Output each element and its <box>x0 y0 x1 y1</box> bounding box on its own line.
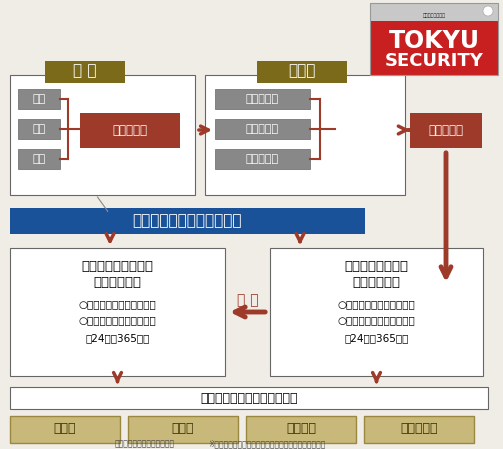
Text: 管理室: 管理室 <box>288 63 316 79</box>
Text: 防範: 防範 <box>32 154 46 164</box>
Bar <box>246 416 356 443</box>
Circle shape <box>483 6 493 16</box>
Bar <box>370 3 498 75</box>
Bar <box>257 61 347 83</box>
Text: 火災: 火災 <box>32 94 46 104</box>
Bar <box>370 3 498 21</box>
Text: 警察署: 警察署 <box>54 423 76 436</box>
Bar <box>45 61 125 83</box>
Text: 東急コミュニティー: 東急コミュニティー <box>81 260 153 273</box>
Bar <box>270 248 483 376</box>
Bar <box>80 113 180 148</box>
Bar <box>205 75 405 195</box>
Text: 必要に応じて各連絡先に連絡: 必要に応じて各連絡先に連絡 <box>200 392 298 405</box>
Bar <box>370 21 498 75</box>
Text: ※上記の緊急対応図は一部変更となる場合があります。: ※上記の緊急対応図は一部変更となる場合があります。 <box>208 440 325 449</box>
Text: （24時間365日）: （24時間365日） <box>345 333 408 343</box>
Bar <box>215 89 310 109</box>
Text: セキュリティシステム概念図: セキュリティシステム概念図 <box>115 440 175 449</box>
Bar <box>18 149 60 169</box>
Bar <box>18 119 60 139</box>
Text: 設備警報盤: 設備警報盤 <box>245 154 279 164</box>
Bar <box>128 416 238 443</box>
Text: 東急セキュリティ: 東急セキュリティ <box>345 260 408 273</box>
Bar <box>215 149 310 169</box>
Text: TOKYU: TOKYU <box>388 29 479 53</box>
Text: （24時間365日）: （24時間365日） <box>86 333 150 343</box>
Text: 連 絡: 連 絡 <box>237 293 259 307</box>
Text: ブランズ市が尾ヒルトップ: ブランズ市が尾ヒルトップ <box>133 214 242 229</box>
Text: 火災受信機: 火災受信機 <box>245 94 279 104</box>
Text: 非常: 非常 <box>32 124 46 134</box>
Text: SECURITY: SECURITY <box>385 52 483 70</box>
Bar <box>410 113 482 148</box>
Bar <box>215 119 310 139</box>
Text: 自動通報機: 自動通報機 <box>429 123 463 136</box>
Text: 住宅情報盤: 住宅情報盤 <box>113 123 147 136</box>
Text: （管理会社）: （管理会社） <box>94 276 141 289</box>
Text: ○共有部分：緊急一次対応: ○共有部分：緊急一次対応 <box>338 315 415 325</box>
Text: 紧急連絡先: 紧急連絡先 <box>400 423 438 436</box>
Bar <box>364 416 474 443</box>
Text: ○専有部分：緊急二次対応: ○専有部分：緊急二次対応 <box>78 299 156 309</box>
Text: ○専有部分：緊急一次対応: ○専有部分：緊急一次対応 <box>338 299 415 309</box>
Bar <box>10 416 120 443</box>
Text: 管理室親機: 管理室親機 <box>245 124 279 134</box>
Bar <box>10 208 365 234</box>
Bar <box>10 75 195 195</box>
Text: 東急セキュリティ: 東急セキュリティ <box>423 13 446 18</box>
Text: 住 戸: 住 戸 <box>73 63 97 79</box>
Text: 専門業者: 専門業者 <box>286 423 316 436</box>
Bar <box>10 387 488 409</box>
Text: ○共有部分：緊急二次対応: ○共有部分：緊急二次対応 <box>78 315 156 325</box>
Bar <box>18 89 60 109</box>
Text: 消防署: 消防署 <box>172 423 194 436</box>
Bar <box>10 248 225 376</box>
Text: 管制センター: 管制センター <box>353 276 400 289</box>
